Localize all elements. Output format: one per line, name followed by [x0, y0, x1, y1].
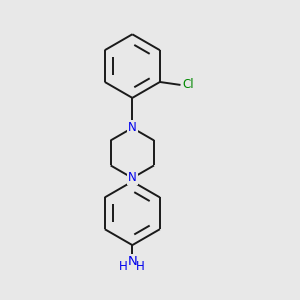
- Text: H: H: [136, 260, 145, 273]
- Text: N: N: [128, 255, 137, 268]
- Text: N: N: [128, 122, 137, 134]
- Text: H: H: [118, 260, 127, 273]
- Text: N: N: [128, 172, 137, 184]
- Text: Cl: Cl: [182, 78, 194, 92]
